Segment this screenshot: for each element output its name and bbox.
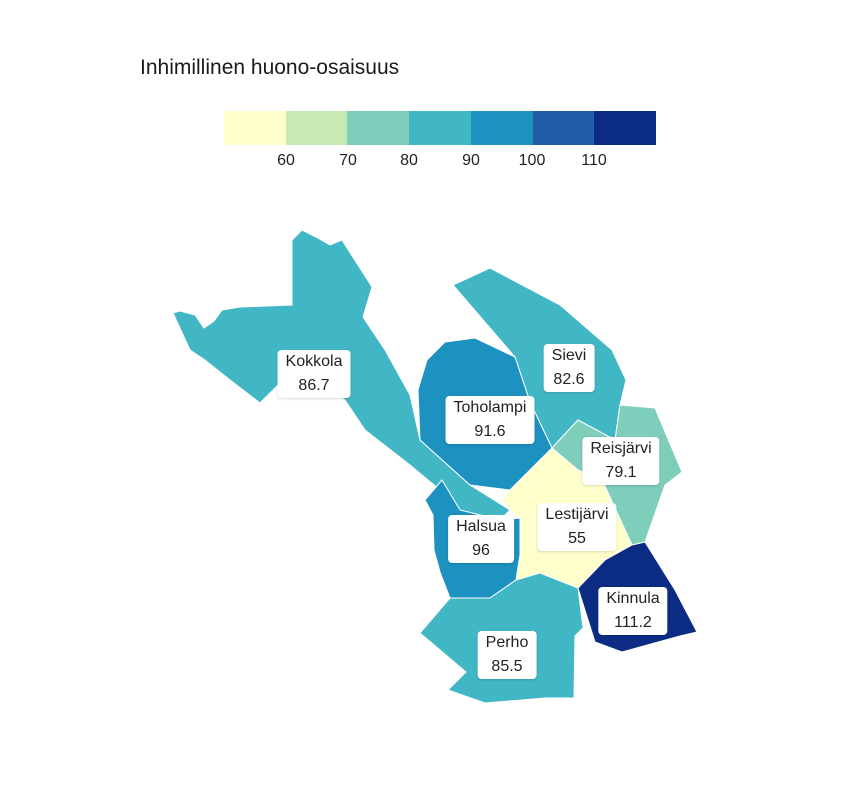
label-kokkola-name: Kokkola: [285, 353, 343, 370]
legend-tick-110: 110: [581, 152, 607, 169]
label-sievi-name: Sievi: [551, 347, 587, 364]
map-title: Inhimillinen huono-osaisuus: [140, 56, 400, 79]
legend-swatch-7: [594, 111, 657, 145]
label-perho-name: Perho: [485, 634, 529, 651]
legend-tick-60: 60: [277, 152, 295, 169]
legend-swatch-2: [285, 111, 348, 145]
label-reisjarvi-name: Reisjärvi: [590, 440, 652, 457]
label-perho: Perho 85.5: [477, 631, 537, 679]
label-perho-value: 85.5: [491, 658, 523, 675]
label-toholampi-value: 91.6: [474, 423, 506, 440]
label-toholampi-name: Toholampi: [453, 399, 527, 416]
legend-swatch-4: [409, 111, 471, 145]
label-lestijarvi: Lestijärvi 55: [537, 503, 617, 551]
label-halsua: Halsua 96: [448, 515, 514, 563]
label-kinnula: Kinnula 111.2: [598, 587, 668, 635]
label-kokkola: Kokkola 86.7: [277, 350, 351, 398]
legend-swatch-6: [532, 111, 595, 145]
label-kinnula-name: Kinnula: [606, 590, 660, 607]
legend-swatch-1: [224, 111, 286, 145]
label-reisjarvi-value: 79.1: [605, 464, 637, 481]
label-lestijarvi-name: Lestijärvi: [545, 506, 609, 523]
legend-swatch-3: [347, 111, 410, 145]
legend-tick-90: 90: [462, 152, 480, 169]
label-kokkola-value: 86.7: [298, 377, 330, 394]
legend-tick-100: 100: [518, 152, 546, 169]
label-sievi-value: 82.6: [553, 371, 585, 388]
label-lestijarvi-value: 55: [568, 530, 586, 547]
legend-swatch-5: [470, 111, 533, 145]
label-halsua-value: 96: [472, 542, 490, 559]
label-toholampi: Toholampi 91.6: [445, 396, 535, 444]
label-sievi: Sievi 82.6: [543, 344, 595, 392]
color-legend: [224, 111, 657, 145]
legend-tick-80: 80: [400, 152, 418, 169]
legend-tick-70: 70: [339, 152, 357, 169]
label-kinnula-value: 111.2: [614, 614, 652, 631]
label-halsua-name: Halsua: [456, 518, 506, 535]
label-reisjarvi: Reisjärvi 79.1: [582, 437, 660, 485]
